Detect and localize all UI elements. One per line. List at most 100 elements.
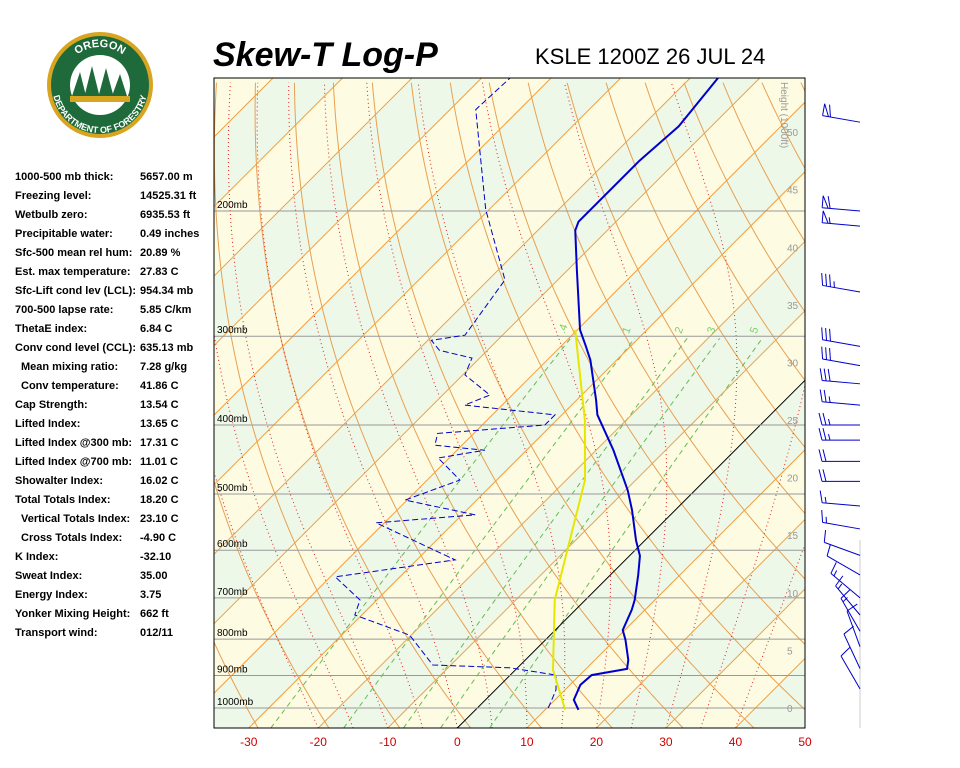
band — [214, 78, 805, 694]
wind-barb — [821, 210, 861, 227]
x-tick-label: -20 — [310, 735, 328, 749]
index-label: Lifted Index @700 mb: — [15, 456, 132, 468]
index-value: 012/11 — [140, 627, 173, 639]
dry-adiabat — [918, 83, 960, 728]
x-tick-label: -10 — [379, 735, 397, 749]
index-value: 7.28 g/kg — [140, 361, 187, 373]
wind-barb — [830, 562, 861, 599]
pressure-label: 600mb — [217, 539, 248, 550]
index-label: Conv cond level (CCL): — [15, 342, 136, 354]
reference-lines — [214, 78, 960, 728]
labels: .4 1 2 3 5-30 -20 -10 0 10 20 30 40 501000mb900mb800… — [217, 82, 812, 749]
title: Skew-T Log-P — [213, 36, 438, 74]
dry-adiabat — [605, 82, 805, 449]
index-value: 635.13 mb — [140, 342, 193, 354]
index-label: Wetbulb zero: — [15, 209, 88, 221]
index-value: 11.01 C — [140, 456, 178, 468]
index-value: 5657.00 m — [140, 171, 193, 183]
wind-barb — [818, 412, 860, 426]
x-tick-label: 20 — [590, 735, 604, 749]
index-label: Sweat Index: — [15, 570, 82, 582]
isotherm-grid-line — [526, 449, 805, 728]
wind-barb — [819, 389, 861, 406]
wind-barb — [823, 529, 861, 556]
height-tick-label: 45 — [787, 186, 799, 197]
index-value: 23.10 C — [140, 513, 179, 525]
index-label: Precipitable water: — [15, 228, 113, 240]
index-value: 13.54 C — [140, 399, 179, 411]
index-value: 13.65 C — [140, 418, 179, 430]
index-label: Est. max temperature: — [15, 266, 131, 278]
profiles — [334, 78, 719, 711]
index-value: 3.75 — [140, 589, 161, 601]
isotherm-grid-line — [317, 240, 805, 728]
height-tick-label: 35 — [787, 301, 799, 312]
plot-frame — [213, 77, 806, 729]
mixing-ratio-line — [489, 337, 763, 728]
index-label: Yonker Mixing Height: — [15, 608, 130, 620]
wind-barb — [818, 469, 860, 482]
wind-barb — [821, 195, 861, 212]
mixing-ratio-label: 2 — [673, 325, 686, 335]
pressure-label: 1000mb — [217, 697, 254, 708]
wind-barb — [822, 103, 861, 123]
mixing-ratio-label: 3 — [705, 325, 718, 335]
index-label: Conv temperature: — [21, 380, 119, 392]
mixing-ratio-line — [343, 337, 636, 728]
wind-barb — [821, 509, 861, 530]
isotherm-grid-line — [665, 588, 805, 728]
pressure-label: 700mb — [217, 587, 248, 598]
height-tick-label: 30 — [787, 358, 799, 369]
index-value: -4.90 C — [140, 532, 176, 544]
mixing-ratio-line — [403, 337, 688, 728]
moist-adiabat — [227, 82, 389, 728]
index-value: 41.86 C — [140, 380, 179, 392]
mixing-ratio-line — [270, 337, 571, 728]
isotherm-grid-line — [387, 310, 805, 728]
wind-barb — [840, 589, 861, 632]
logo-top: OREGON — [72, 38, 127, 57]
index-label: K Index: — [15, 551, 58, 563]
logo-top-text: OREGON — [72, 38, 127, 57]
index-label: Cross Totals Index: — [21, 532, 122, 544]
index-label: Lifted Index: — [15, 418, 80, 430]
pressure-label: 200mb — [217, 200, 248, 211]
index-label: Vertical Totals Index: — [21, 513, 130, 525]
index-label: Total Totals Index: — [15, 494, 111, 506]
index-value: 662 ft — [140, 608, 169, 620]
isotherm — [214, 78, 413, 277]
dry-adiabat — [644, 82, 805, 382]
x-tick-label: 50 — [798, 735, 812, 749]
wind-barb — [818, 427, 860, 441]
dry-adiabat — [879, 83, 960, 728]
isotherm — [214, 78, 691, 555]
pressure-label: 900mb — [217, 664, 248, 675]
index-label: Transport wind: — [15, 627, 98, 639]
wind-barb — [821, 273, 861, 293]
pressure-label: 400mb — [217, 414, 248, 425]
profile-line — [572, 78, 719, 711]
mixing-ratio-label: .4 — [556, 323, 570, 336]
dry-adiabat — [800, 82, 805, 93]
index-value: 5.85 C/km — [140, 304, 192, 316]
index-label: 1000-500 mb thick: — [15, 171, 113, 183]
wind-barb — [819, 490, 861, 507]
height-tick-label: 25 — [787, 416, 799, 427]
wind-barbs — [818, 103, 861, 690]
wind-barb — [840, 647, 861, 690]
index-label: 700-500 lapse rate: — [15, 304, 113, 316]
index-label: Cap Strength: — [15, 399, 88, 411]
isotherm-grid-line — [456, 379, 805, 728]
index-value: 27.83 C — [140, 266, 179, 278]
index-value: 35.00 — [140, 570, 168, 582]
wind-barb — [821, 346, 861, 367]
isotherm — [214, 78, 482, 347]
height-tick-label: 10 — [787, 589, 799, 600]
isotherm — [214, 78, 761, 625]
wind-barb — [843, 625, 861, 669]
wind-barb — [846, 603, 861, 647]
height-tick-label: 0 — [787, 704, 793, 715]
pressure-label: 300mb — [217, 325, 248, 336]
mixing-ratio-label: 5 — [748, 325, 761, 335]
